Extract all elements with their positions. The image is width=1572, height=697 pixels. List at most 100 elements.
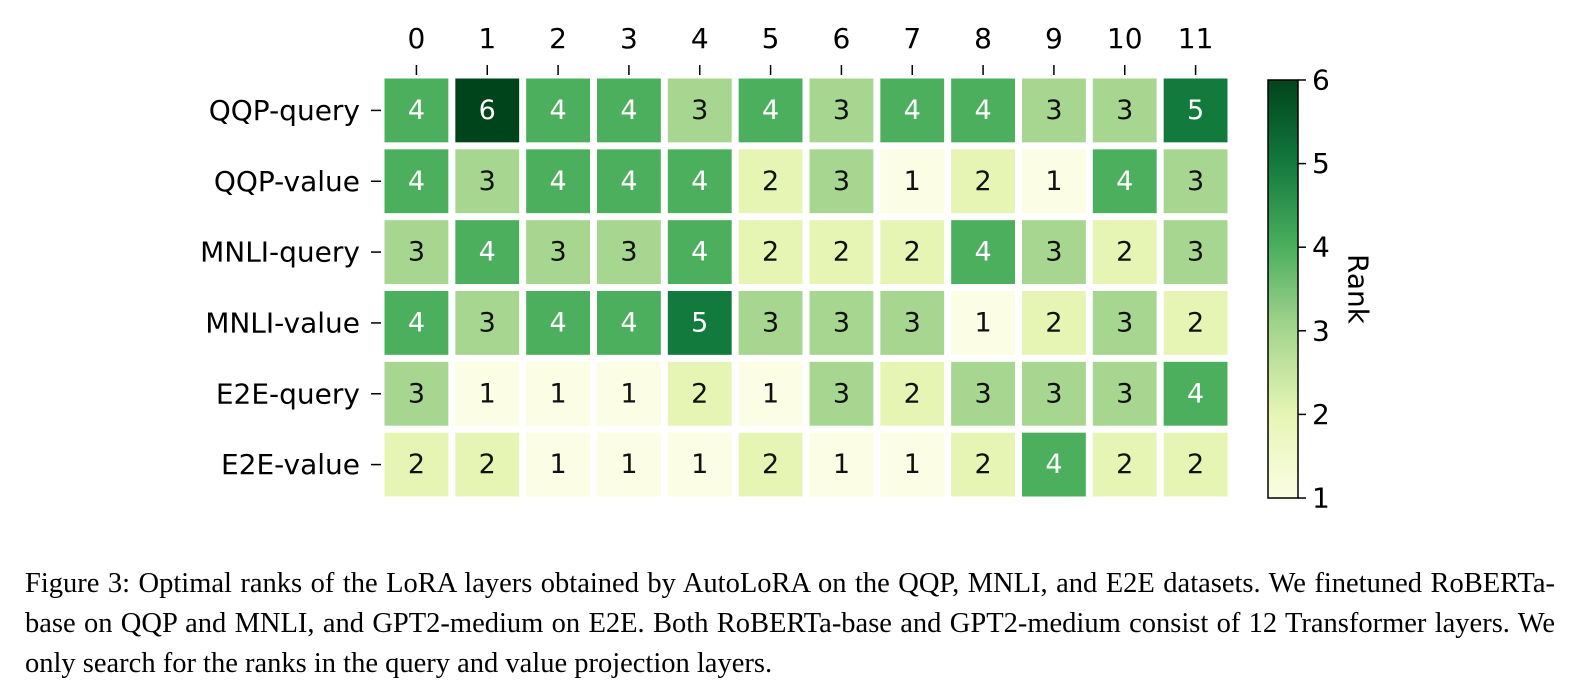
cell-value-label: 4 xyxy=(549,95,566,126)
cell-value-label: 1 xyxy=(549,449,566,480)
x-tick-label: 3 xyxy=(620,22,638,55)
heatmap-cell xyxy=(1022,361,1086,426)
x-tick-label: 5 xyxy=(762,22,780,55)
heatmap-cell xyxy=(1092,432,1157,497)
heatmap-cell xyxy=(384,220,449,284)
heatmap-figure: 4 6 4 4 3 4 3 4 4 3 3 5 4 3 4 4 4 2 3 1 2 1 4 3 3 4 3 3 4 2 2 2 4 3 2 3 4 3 4 4… xyxy=(200,22,1375,515)
cell-value-label: 3 xyxy=(620,237,637,268)
heatmap-cell xyxy=(738,361,803,426)
cell-value-label: 4 xyxy=(479,237,496,268)
heatmap-cell xyxy=(880,149,945,214)
heatmap-cell xyxy=(667,149,732,214)
cell-value-label: 1 xyxy=(620,449,637,480)
heatmap-cell xyxy=(951,361,1015,426)
heatmap-cell xyxy=(880,432,945,497)
cell-value-label: 2 xyxy=(762,237,779,268)
heatmap-cell xyxy=(1163,149,1228,214)
cell-value-label: 1 xyxy=(691,449,708,480)
x-tick-label: 1 xyxy=(478,22,496,55)
cell-value-label: 3 xyxy=(833,95,850,126)
cell-value-label: 3 xyxy=(408,378,425,409)
heatmap-cell xyxy=(951,78,1015,143)
heatmap-cell xyxy=(1022,291,1086,355)
heatmap-cell xyxy=(455,361,520,426)
colorbar-tick-label: 6 xyxy=(1312,64,1330,97)
heatmap-cell xyxy=(1163,361,1228,426)
heatmap-cell xyxy=(384,432,449,497)
heatmap-cell xyxy=(951,291,1015,355)
colorbar-tick-label: 4 xyxy=(1312,231,1330,264)
cell-value-label: 3 xyxy=(1045,378,1062,409)
colorbar-tick-label: 5 xyxy=(1312,147,1330,180)
cell-value-label: 3 xyxy=(1116,378,1133,409)
heatmap-cell xyxy=(809,78,874,143)
colorbar: 1 2 3 4 5 6 Rank xyxy=(1267,64,1375,515)
heatmap-cell xyxy=(667,291,732,355)
cell-value-label: 3 xyxy=(1187,237,1204,268)
heatmap-cell xyxy=(384,149,449,214)
y-tick-label: QQP-value xyxy=(214,165,360,198)
colorbar-ticks: 1 2 3 4 5 6 xyxy=(1298,64,1330,515)
heatmap-cell xyxy=(738,220,803,284)
heatmap-cell xyxy=(1092,291,1157,355)
cell-value-label: 4 xyxy=(691,166,708,197)
cell-value-label: 4 xyxy=(620,307,637,338)
heatmap-cell xyxy=(738,78,803,143)
cell-value-label: 2 xyxy=(833,237,850,268)
heatmap-cell xyxy=(597,432,661,497)
heatmap-cell xyxy=(809,220,874,284)
cell-value-label: 3 xyxy=(833,166,850,197)
cell-value-label: 3 xyxy=(762,307,779,338)
y-tick-label: MNLI-value xyxy=(205,306,360,339)
heatmap-cell xyxy=(526,291,590,355)
cell-value-label: 2 xyxy=(904,237,921,268)
cell-value-label: 4 xyxy=(1187,378,1204,409)
colorbar-tick-label: 1 xyxy=(1312,482,1330,515)
heatmap-cell xyxy=(455,432,520,497)
x-tick-label: 2 xyxy=(549,22,567,55)
cell-value-label: 2 xyxy=(691,378,708,409)
x-tick-label: 11 xyxy=(1178,22,1214,55)
heatmap-cell xyxy=(1092,361,1157,426)
cell-value-label: 2 xyxy=(762,166,779,197)
heatmap-cell xyxy=(526,361,590,426)
y-tick-label: QQP-query xyxy=(209,94,360,127)
cell-value-label: 1 xyxy=(1045,166,1062,197)
heatmap-cell xyxy=(809,432,874,497)
cell-value-label: 1 xyxy=(762,378,779,409)
heatmap-cell xyxy=(880,361,945,426)
heatmap-cell xyxy=(1092,149,1157,214)
cell-value-label: 4 xyxy=(1116,166,1133,197)
cell-value-label: 1 xyxy=(833,449,850,480)
heatmap-cell xyxy=(597,78,661,143)
cell-value-label: 3 xyxy=(408,237,425,268)
heatmap-cell xyxy=(597,361,661,426)
heatmap-cell xyxy=(1022,432,1086,497)
cell-value-label: 1 xyxy=(904,166,921,197)
x-tick-label: 0 xyxy=(408,22,426,55)
cell-value-label: 2 xyxy=(762,449,779,480)
colorbar-tick-label: 3 xyxy=(1312,314,1330,347)
cell-value-label: 1 xyxy=(620,378,637,409)
cell-value-label: 2 xyxy=(1045,307,1062,338)
cell-value-label: 3 xyxy=(1116,95,1133,126)
heatmap-cell xyxy=(597,291,661,355)
cell-value-label: 4 xyxy=(408,307,425,338)
cell-value-label: 4 xyxy=(408,95,425,126)
cell-value-label: 3 xyxy=(833,378,850,409)
x-tick-label: 7 xyxy=(903,22,921,55)
cell-value-label: 2 xyxy=(974,449,991,480)
cell-value-label: 2 xyxy=(479,449,496,480)
cell-value-label: 3 xyxy=(549,237,566,268)
heatmap-cell xyxy=(455,78,520,143)
heatmap-cell xyxy=(384,78,449,143)
cell-value-label: 2 xyxy=(408,449,425,480)
heatmap-cell xyxy=(526,149,590,214)
y-tick-label: E2E-query xyxy=(216,377,360,410)
x-tick-label: 8 xyxy=(974,22,992,55)
heatmap-cell xyxy=(526,432,590,497)
cell-value-label: 4 xyxy=(1045,449,1062,480)
cell-value-label: 4 xyxy=(904,95,921,126)
heatmap-cell xyxy=(1022,220,1086,284)
cell-value-label: 2 xyxy=(1116,449,1133,480)
